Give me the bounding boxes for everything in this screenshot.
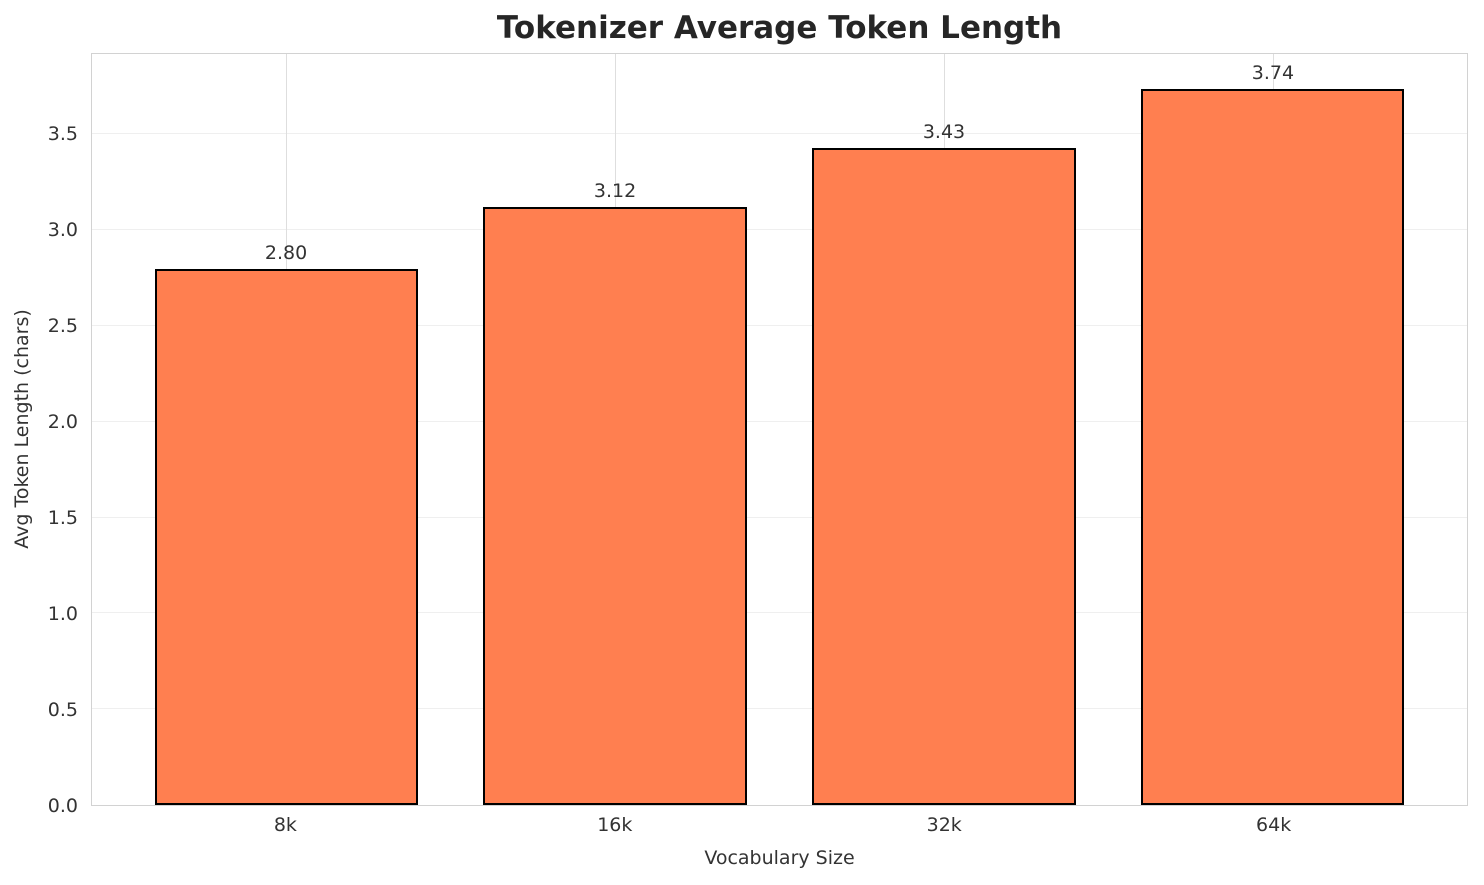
bar — [154, 268, 418, 805]
x-axis-label: Vocabulary Size — [704, 847, 855, 869]
h-gridline — [92, 612, 1467, 614]
x-tick-label: 32k — [926, 814, 962, 836]
bar-value-label: 3.74 — [1251, 61, 1295, 84]
bar-value-label: 2.80 — [264, 241, 308, 264]
h-gridline — [92, 516, 1467, 518]
y-tick-label: 3.0 — [47, 218, 78, 241]
x-tick-label: 64k — [1256, 814, 1292, 836]
y-tick-label: 2.5 — [47, 314, 78, 337]
h-gridline — [92, 708, 1467, 710]
y-tick-label: 0.5 — [47, 698, 78, 721]
y-tick-label: 1.0 — [47, 602, 78, 625]
bar-value-label: 3.43 — [922, 120, 966, 143]
bar — [483, 207, 747, 805]
x-axis-ticks: 8k 16k 32k 64k — [91, 812, 1468, 838]
bar — [812, 147, 1076, 805]
y-tick-label: 3.5 — [47, 122, 78, 145]
bar-value-label: 3.12 — [593, 180, 637, 203]
chart-title: Tokenizer Average Token Length — [496, 10, 1063, 46]
y-tick-label: 2.0 — [47, 410, 78, 433]
h-gridline — [92, 133, 1467, 135]
h-gridline — [92, 420, 1467, 422]
plot-area: 2.80 3.12 3.43 3.74 — [91, 53, 1468, 806]
x-tick-label: 8k — [273, 814, 297, 836]
h-gridline — [92, 325, 1467, 327]
bar — [1141, 88, 1405, 805]
x-tick-label: 16k — [597, 814, 633, 836]
y-tick-label: 1.5 — [47, 506, 78, 529]
y-tick-label: 0.0 — [47, 795, 78, 817]
y-axis-ticks: 0.0 0.5 1.0 1.5 2.0 2.5 3.0 3.5 — [0, 53, 78, 817]
h-gridline — [92, 229, 1467, 231]
